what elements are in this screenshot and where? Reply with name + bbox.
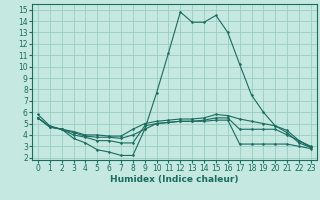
X-axis label: Humidex (Indice chaleur): Humidex (Indice chaleur) [110,175,239,184]
